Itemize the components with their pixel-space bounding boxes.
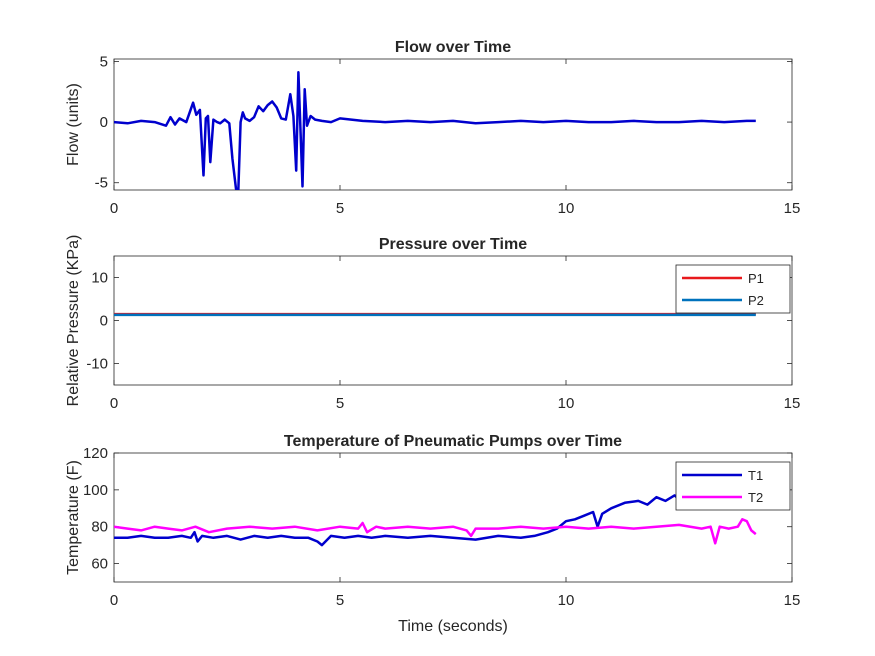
x-tick-label: 10 <box>558 395 575 412</box>
x-tick-label: 0 <box>110 200 118 217</box>
x-tick-label: 0 <box>110 592 118 609</box>
y-tick-label: -10 <box>86 356 108 373</box>
legend-label-t1: T1 <box>748 468 763 483</box>
chart-panel-3: 0 5 10 15 60 80 100 120 Temperature of Pneumatic… <box>65 433 800 635</box>
x-tick-label: 15 <box>784 200 801 217</box>
x-tick-label: 10 <box>558 592 575 609</box>
x-tick-label: 5 <box>336 395 344 412</box>
series-line-flow <box>114 71 756 190</box>
y-tick-label: 10 <box>91 270 108 287</box>
legend-box <box>675 461 791 511</box>
legend-label-p2: P2 <box>748 293 764 308</box>
y-tick-label: 0 <box>100 114 108 131</box>
y-axis-label: Relative Pressure (KPa) <box>65 235 82 407</box>
y-tick-label: 80 <box>91 519 108 536</box>
plot-area <box>113 58 793 191</box>
y-tick-label: 5 <box>100 53 108 70</box>
x-axis-label: Time (seconds) <box>398 618 508 635</box>
legend-box <box>675 264 791 314</box>
series-group <box>114 312 756 317</box>
series-group <box>114 71 756 190</box>
chart-title: Pressure over Time <box>379 236 527 253</box>
series-line-t1 <box>114 494 680 547</box>
legend-label-t2: T2 <box>748 490 763 505</box>
chart-panel-2: 0 5 10 15 -10 0 10 Pressure over Time Relative P… <box>65 235 800 412</box>
y-axis-label: Temperature (F) <box>65 460 82 575</box>
series-line-t2 <box>114 518 757 545</box>
x-tick-label: 5 <box>336 592 344 609</box>
legend-label-p1: P1 <box>748 271 764 286</box>
y-tick-label: 100 <box>83 482 108 499</box>
y-axis-label: Flow (units) <box>65 83 82 166</box>
chart-title: Flow over Time <box>395 39 511 56</box>
y-tick-label: -5 <box>95 175 108 192</box>
x-tick-label: 15 <box>784 395 801 412</box>
y-tick-label: 0 <box>100 313 108 330</box>
x-tick-label: 5 <box>336 200 344 217</box>
y-tick-label: 60 <box>91 556 108 573</box>
chart-title: Temperature of Pneumatic Pumps over Time <box>284 433 622 450</box>
x-tick-label: 15 <box>784 592 801 609</box>
x-tick-label: 0 <box>110 395 118 412</box>
x-tick-label: 10 <box>558 200 575 217</box>
y-tick-label: 120 <box>83 445 108 462</box>
series-group <box>114 494 757 547</box>
